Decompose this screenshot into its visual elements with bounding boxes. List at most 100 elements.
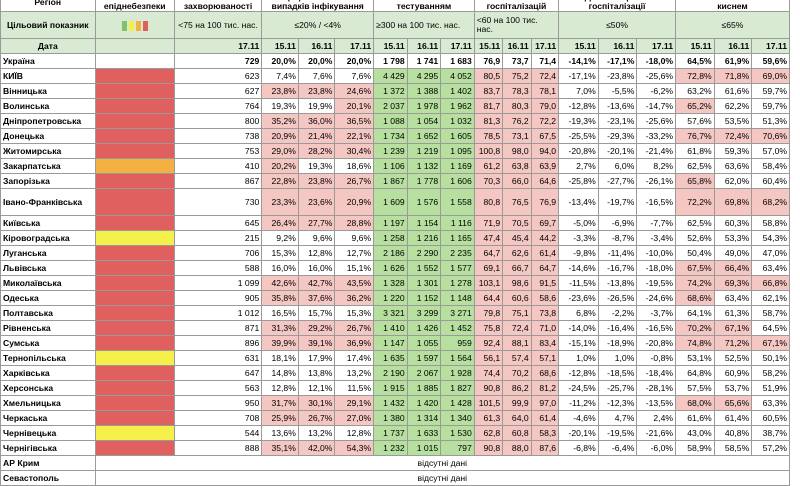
table-row: Сумська 896 39,9% 39,1% 36,9% 1 147 1 055 959 92… <box>0 335 790 351</box>
danger-level-cell <box>94 143 175 159</box>
testing-cell: 1 915 <box>373 380 408 396</box>
infection-coef-cell: 26,7% <box>334 173 375 189</box>
hosp-dynamics-cell: -19,3% <box>558 113 599 129</box>
oxygen-beds-cell: 69,3% <box>713 275 753 291</box>
hospitalization-cell: 90,8 <box>473 380 504 396</box>
testing-cell: 1 054 <box>406 113 442 129</box>
danger-legend <box>94 11 175 39</box>
target-hospitalization: <60 на 100 тис. нас. <box>473 11 560 39</box>
oxygen-beds-cell: 72,8% <box>675 68 715 84</box>
infection-coef-cell: 36,0% <box>297 113 336 129</box>
incidence-cell: 563 <box>173 380 263 396</box>
infection-coef-cell: 14,8% <box>261 365 299 381</box>
infection-coef-cell: 35,1% <box>261 440 299 456</box>
testing-cell: 1 577 <box>440 260 475 276</box>
hosp-dynamics-cell: 6,8% <box>558 305 599 321</box>
danger-level-cell <box>94 83 175 99</box>
table-row: Львівська 588 16,0% 16,0% 15,1% 1 626 1 552 1 5… <box>0 260 790 276</box>
header-infection-coef: Коефіцієнт виявлення випадків інфікуванн… <box>261 0 375 12</box>
hosp-dynamics-cell: -11,4% <box>597 245 638 261</box>
testing-cell: 1 432 <box>373 395 408 411</box>
table-row: Чернігівська 888 35,1% 42,0% 54,3% 1 232 1 015… <box>0 440 790 456</box>
testing-cell: 1 152 <box>406 290 442 306</box>
hospitalization-cell: 74,4 <box>473 365 504 381</box>
region-name: Херсонська <box>0 380 96 396</box>
infection-coef-cell: 13,2% <box>334 365 375 381</box>
hospitalization-cell: 47,4 <box>473 230 504 246</box>
date-hosp-1: 15.11 <box>473 38 504 54</box>
infection-coef-cell: 17,4% <box>334 350 375 366</box>
infection-coef-cell: 23,8% <box>297 83 336 99</box>
date-test-3: 17.11 <box>440 38 475 54</box>
hospitalization-cell: 78,1 <box>530 83 560 99</box>
infection-coef-cell: 9,6% <box>334 230 375 246</box>
infection-coef-cell: 43,5% <box>334 275 375 291</box>
oxygen-beds-cell: 57,0% <box>751 143 790 159</box>
hospitalization-cell: 56,1 <box>473 350 504 366</box>
hospitalization-cell: 69,7 <box>530 215 560 231</box>
oxygen-beds-cell: 65,2% <box>675 98 715 114</box>
oxygen-beds-cell: 50,4% <box>675 245 715 261</box>
table-row: Луганська 706 15,3% 12,8% 12,7% 2 186 2 290 2 2… <box>0 245 790 261</box>
infection-coef-cell: 16,0% <box>297 260 336 276</box>
hospitalization-cell: 64,7 <box>473 245 504 261</box>
hosp-dynamics-cell: -3,7% <box>636 305 676 321</box>
testing-cell: 797 <box>440 440 475 456</box>
infection-coef-cell: 19,3% <box>261 98 299 114</box>
infection-coef-cell: 36,9% <box>334 335 375 351</box>
date-label: Дата <box>0 38 96 54</box>
hosp-dynamics-cell: -19,7% <box>597 188 638 216</box>
incidence-cell: 544 <box>173 425 263 441</box>
ukraine-dyn-1: -14,1% <box>558 53 599 69</box>
testing-cell: 1 301 <box>406 275 442 291</box>
oxygen-beds-cell: 70,2% <box>675 320 715 336</box>
danger-level-cell <box>94 305 175 321</box>
infection-coef-cell: 12,8% <box>334 425 375 441</box>
region-name: АР Крим <box>0 455 96 471</box>
header-region: Регіон <box>0 0 96 12</box>
date-dyn-2: 16.11 <box>597 38 638 54</box>
header-row: Регіон Рівень епіднебезпеки Рівень захво… <box>0 0 790 12</box>
hosp-dynamics-cell: -5,0% <box>558 215 599 231</box>
testing-cell: 1 428 <box>440 395 475 411</box>
region-name: Хмельницька <box>0 395 96 411</box>
target-incidence: <75 на 100 тис. нас. <box>173 11 263 39</box>
date-incidence: 17.11 <box>173 38 263 54</box>
testing-cell: 2 190 <box>373 365 408 381</box>
testing-cell: 4 295 <box>406 68 442 84</box>
infection-coef-cell: 17,9% <box>297 350 336 366</box>
oxygen-beds-cell: 63,4% <box>713 290 753 306</box>
incidence-cell: 1 099 <box>173 275 263 291</box>
hosp-dynamics-cell: -28,1% <box>636 380 676 396</box>
oxygen-beds-cell: 67,5% <box>675 260 715 276</box>
infection-coef-cell: 22,1% <box>334 128 375 144</box>
infection-coef-cell: 31,3% <box>261 320 299 336</box>
hosp-dynamics-cell: -29,3% <box>597 128 638 144</box>
oxygen-beds-cell: 59,3% <box>713 143 753 159</box>
hospitalization-cell: 69,1 <box>473 260 504 276</box>
oxygen-beds-cell: 64,8% <box>675 365 715 381</box>
hosp-dynamics-cell: -25,5% <box>558 128 599 144</box>
danger-level-cell <box>94 275 175 291</box>
hosp-dynamics-cell: 7,0% <box>558 83 599 99</box>
region-name: Вінницька <box>0 83 96 99</box>
region-name: Харківська <box>0 365 96 381</box>
testing-cell: 1 597 <box>406 350 442 366</box>
hospitalization-cell: 62,8 <box>473 425 504 441</box>
region-name: Тернопільська <box>0 350 96 366</box>
date-dyn-3: 17.11 <box>636 38 676 54</box>
target-row: Цільовий показник <75 на 100 тис. нас. ≤… <box>0 11 790 39</box>
date-hosp-2: 16.11 <box>502 38 532 54</box>
ukraine-dyn-2: -17,1% <box>597 53 638 69</box>
oxygen-beds-cell: 50,1% <box>751 350 790 366</box>
oxygen-beds-cell: 63,2% <box>675 83 715 99</box>
testing-cell: 1 239 <box>373 143 408 159</box>
target-hosp-dynamics: ≤50% <box>558 11 676 39</box>
oxygen-beds-cell: 54,3% <box>751 230 790 246</box>
testing-cell: 1 032 <box>440 113 475 129</box>
oxygen-beds-cell: 59,7% <box>751 83 790 99</box>
hosp-dynamics-cell: -20,1% <box>558 425 599 441</box>
table-row: Київська 645 26,4% 27,7% 28,8% 1 197 1 154 1 11… <box>0 215 790 231</box>
hosp-dynamics-cell: -20,8% <box>636 335 676 351</box>
testing-cell: 1 962 <box>440 98 475 114</box>
